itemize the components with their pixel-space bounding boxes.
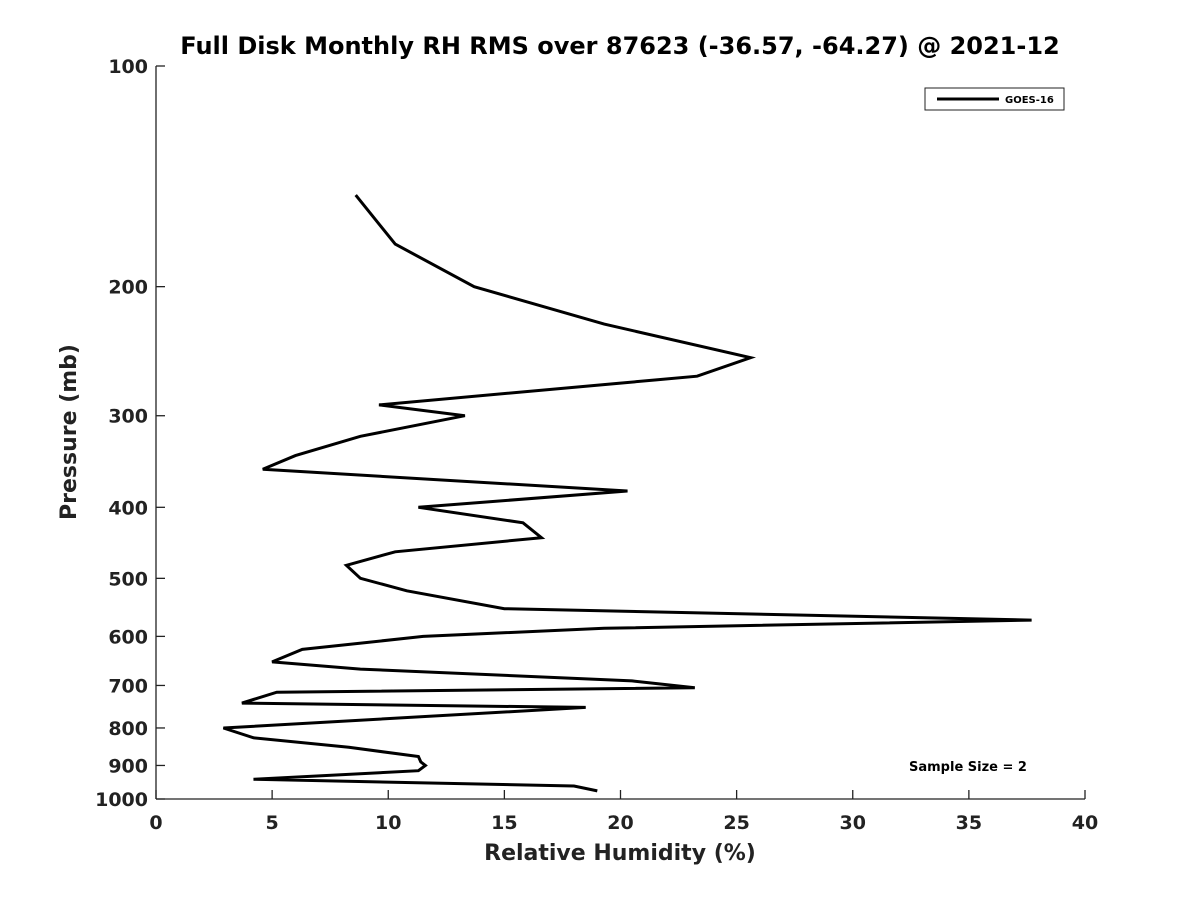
legend-label-goes-16: GOES-16 <box>1005 95 1054 106</box>
x-axis-label: Relative Humidity (%) <box>484 841 756 866</box>
y-tick-label: 600 <box>108 626 148 648</box>
chart-title: Full Disk Monthly RH RMS over 87623 (-36… <box>180 32 1060 60</box>
sample-size-annotation: Sample Size = 2 <box>909 760 1027 775</box>
y-tick-label: 1000 <box>95 789 148 811</box>
x-tick-label: 15 <box>491 812 517 834</box>
y-tick-label: 400 <box>108 497 148 519</box>
x-tick-label: 35 <box>956 812 982 834</box>
x-tick-label: 10 <box>375 812 401 834</box>
y-tick-label: 800 <box>108 718 148 740</box>
x-tick-label: 20 <box>607 812 633 834</box>
y-tick-label: 500 <box>108 568 148 590</box>
y-tick-label: 200 <box>108 277 148 299</box>
y-ticks: 100 200 300 400 500 600 700 800 900 1000 <box>95 56 165 811</box>
y-tick-label: 900 <box>108 755 148 777</box>
legend: GOES-16 <box>924 87 1065 111</box>
y-tick-label: 700 <box>108 675 148 697</box>
y-tick-label: 100 <box>108 56 148 78</box>
x-tick-label: 40 <box>1072 812 1098 834</box>
y-tick-label: 300 <box>108 406 148 428</box>
x-tick-label: 5 <box>266 812 279 834</box>
x-tick-label: 0 <box>149 812 162 834</box>
x-tick-label: 30 <box>840 812 866 834</box>
y-axis-label: Pressure (mb) <box>57 344 82 520</box>
x-tick-label: 25 <box>723 812 749 834</box>
x-ticks: 0 5 10 15 20 25 30 35 40 <box>149 790 1098 834</box>
series-layer <box>222 194 1032 793</box>
